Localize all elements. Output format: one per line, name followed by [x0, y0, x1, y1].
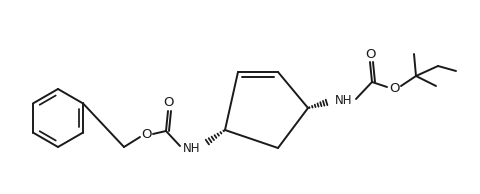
Text: O: O — [141, 128, 151, 141]
Text: NH: NH — [183, 143, 201, 156]
Text: O: O — [366, 48, 376, 61]
Text: NH: NH — [335, 94, 353, 107]
Text: O: O — [389, 81, 399, 94]
Text: O: O — [164, 96, 174, 109]
